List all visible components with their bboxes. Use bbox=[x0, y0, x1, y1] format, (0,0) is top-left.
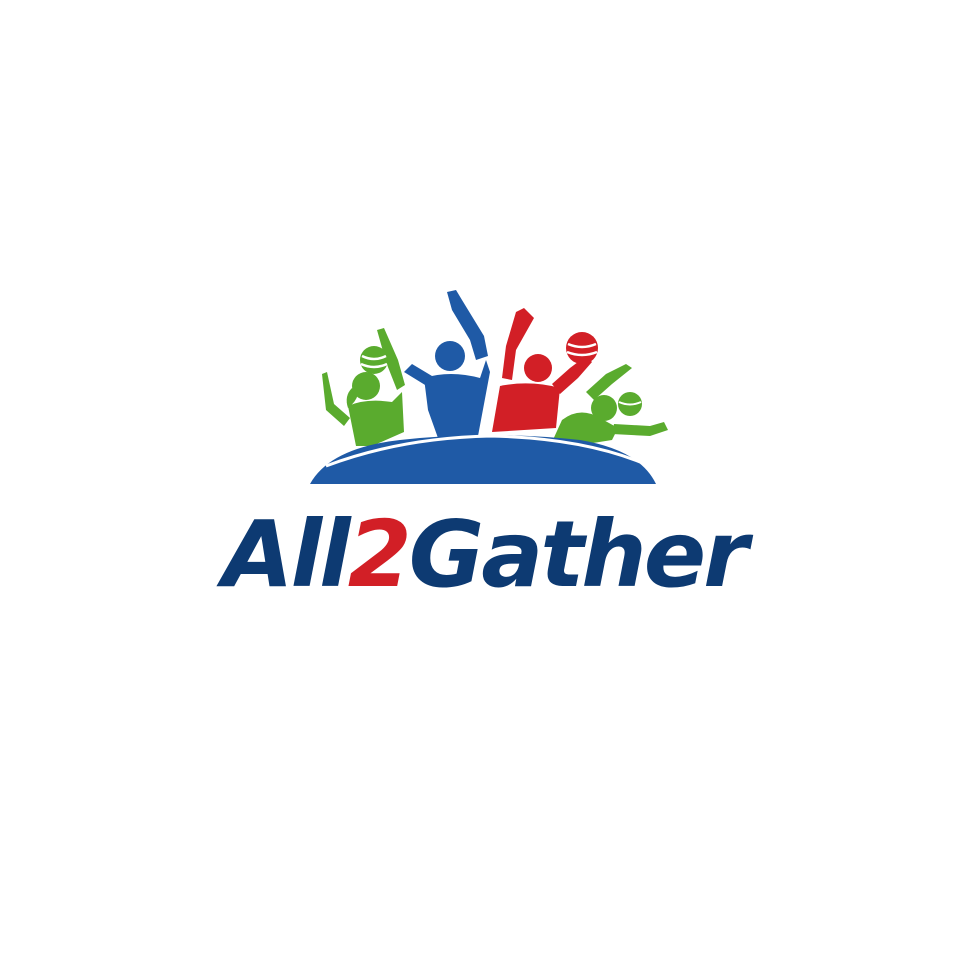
wordmark-two: 2 bbox=[347, 501, 412, 608]
green-figure-right-icon bbox=[552, 364, 668, 446]
red-ball-stripes bbox=[566, 342, 598, 357]
dome-highlight bbox=[325, 434, 641, 468]
brand-wordmark: All2Gather bbox=[0, 505, 968, 605]
green-ball-stripes bbox=[360, 354, 388, 369]
wordmark-gather: Gather bbox=[408, 501, 749, 608]
emblem bbox=[310, 290, 668, 484]
green-figure-left-icon bbox=[322, 328, 405, 446]
blue-figure-icon bbox=[404, 290, 490, 438]
green-ball-right-stripes bbox=[618, 401, 642, 406]
wordmark-all: All bbox=[222, 501, 350, 608]
red-figure-icon bbox=[492, 308, 598, 432]
